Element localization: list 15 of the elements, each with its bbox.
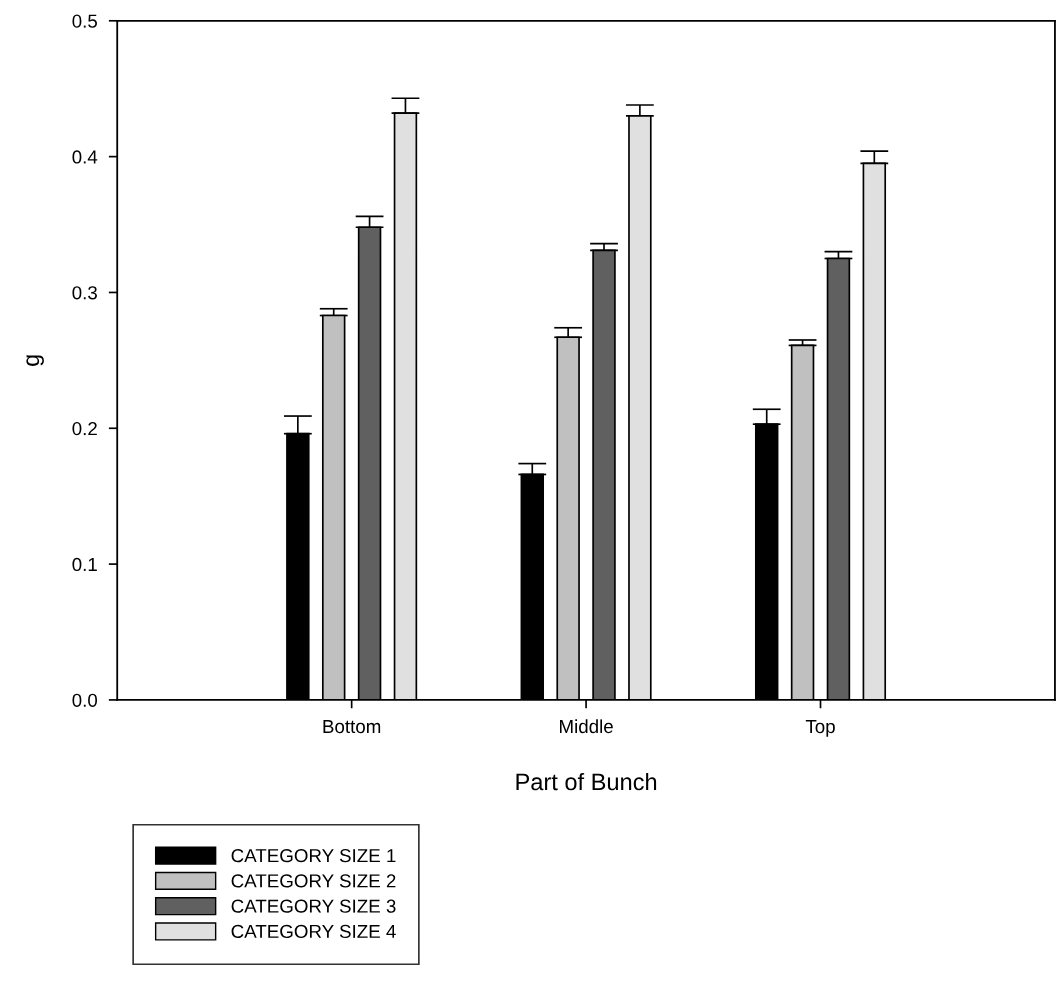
- y-tick-label: 0.2: [72, 421, 97, 436]
- x-tick-label: Bottom: [323, 720, 381, 734]
- x-tick-label: Top: [805, 720, 835, 737]
- x-axis-title: Part of Bunch: [516, 772, 657, 791]
- y-tick-label: 0.1: [72, 557, 97, 572]
- y-axis-title: g: [26, 355, 44, 366]
- legend-label: CATEGORY SIZE 4: [231, 924, 396, 939]
- y-tick-label: 0.4: [72, 150, 98, 164]
- y-tick-label: 0.3: [72, 286, 97, 300]
- y-tick-label: 0.5: [72, 14, 97, 28]
- y-tick-label: 0.0: [72, 693, 98, 707]
- legend-label: CATEGORY SIZE 1: [231, 848, 396, 863]
- legend-label: CATEGORY SIZE 3: [231, 899, 396, 913]
- x-tick-label: Middle: [560, 719, 613, 734]
- legend-label: CATEGORY SIZE 2: [231, 874, 396, 888]
